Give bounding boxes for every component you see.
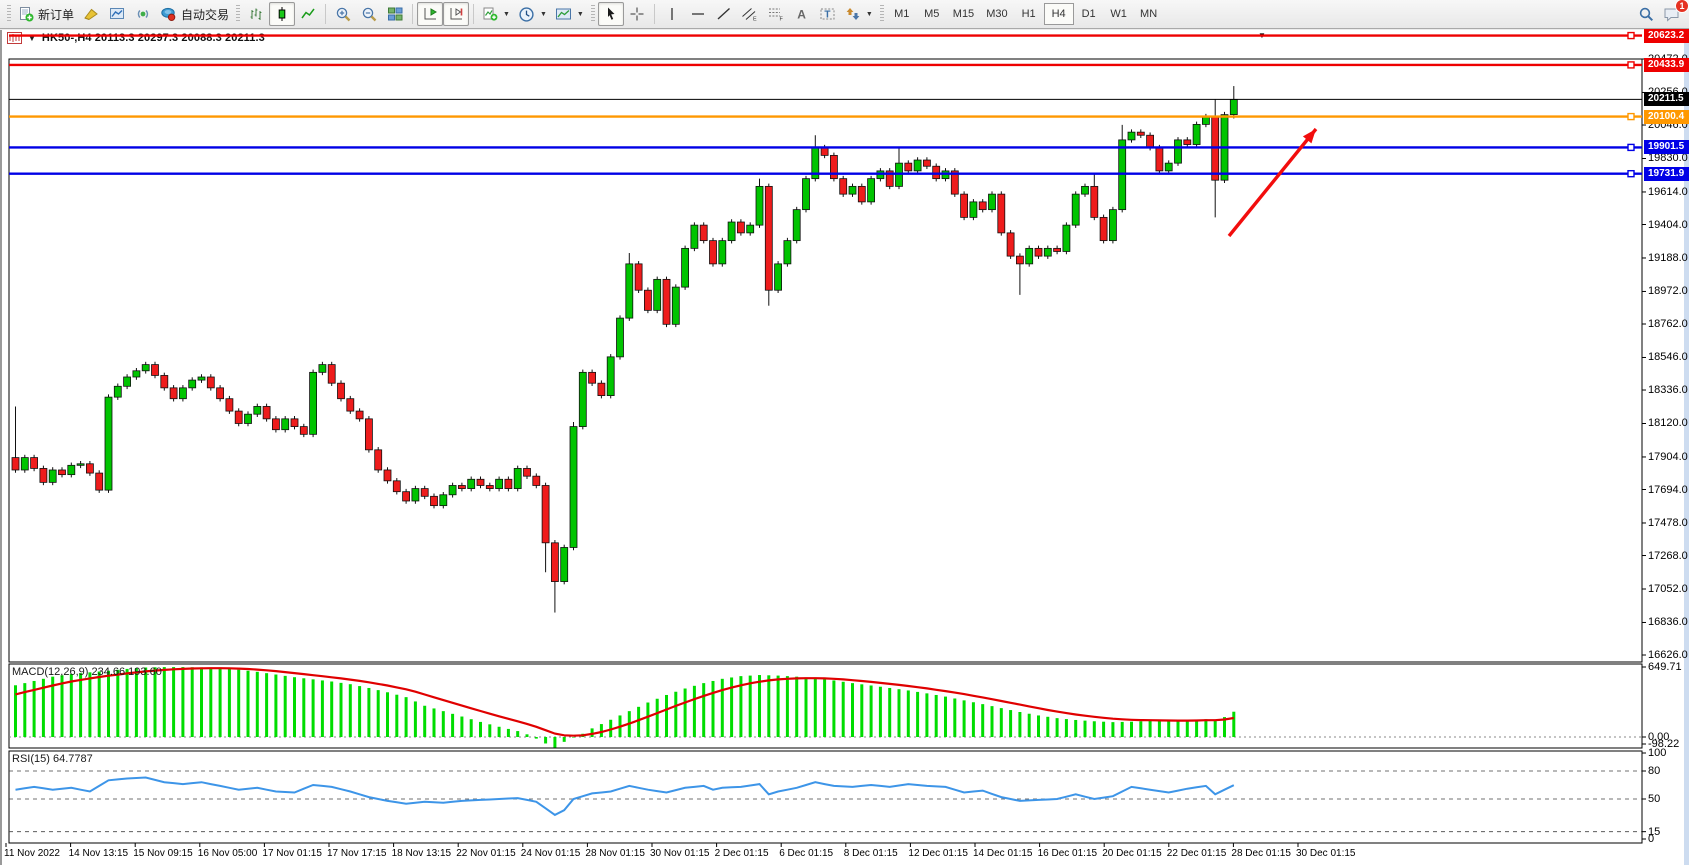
main-toolbar: 新订单 自动交易 ▼ ▼ — [0, 0, 1689, 29]
clock-icon — [519, 6, 534, 22]
arrows-icon — [846, 8, 860, 20]
svg-text:T: T — [825, 10, 831, 21]
dropdown-arrow-icon: ▼ — [865, 10, 873, 18]
window-edge-strip — [1684, 30, 1689, 865]
indicators-button[interactable]: ▼ — [478, 2, 514, 26]
svg-text:E: E — [753, 17, 757, 23]
tile-windows-icon — [388, 7, 403, 21]
periods-button[interactable]: ▼ — [514, 2, 551, 26]
toolbar-separator — [653, 4, 655, 24]
timeframe-M5[interactable]: M5 — [924, 8, 940, 20]
dropdown-arrow-icon: ▼ — [503, 10, 510, 18]
fibonacci-icon: F — [769, 8, 784, 23]
cursor-icon — [607, 7, 615, 20]
chat-button[interactable]: 1 — [1659, 0, 1689, 26]
new-order-button[interactable]: 新订单 — [14, 2, 78, 26]
chart-canvas[interactable]: ▼ HK50-,H4 20113.3 20297.3 20088.3 20211… — [0, 28, 1689, 865]
toolbar-separator — [412, 4, 414, 24]
autotrade-icon — [161, 7, 176, 22]
timeframe-M15[interactable]: M15 — [952, 8, 975, 20]
timeframe-W1[interactable]: W1 — [1110, 8, 1127, 20]
hline-tool-button[interactable] — [685, 2, 711, 26]
chart-window-icon — [110, 8, 125, 19]
search-icon — [1639, 7, 1653, 21]
auto-scroll-button[interactable] — [417, 2, 444, 26]
timeframe-bar: M1 M5 M15 M30 H1 H4 D1 W1 MN — [887, 3, 1164, 25]
highlight-tool-button[interactable] — [78, 2, 104, 26]
chart-shift-button[interactable] — [443, 2, 470, 26]
zoom-in-icon — [336, 7, 350, 21]
trendline-icon — [717, 7, 730, 20]
channel-tool-button[interactable]: E — [737, 2, 763, 26]
toolbar-grip[interactable] — [236, 5, 241, 23]
timeframe-H4[interactable]: H4 — [1043, 3, 1074, 25]
horizontal-line-icon — [691, 13, 704, 15]
vertical-line-icon — [671, 8, 673, 20]
line-chart-icon — [301, 8, 315, 19]
timeframe-M30[interactable]: M30 — [986, 8, 1008, 20]
crayon-icon — [84, 8, 98, 21]
autotrade-label: 自动交易 — [181, 7, 230, 22]
new-order-label: 新订单 — [38, 7, 75, 22]
chart-window-button[interactable] — [104, 2, 130, 26]
toolbar-separator — [473, 4, 475, 24]
dropdown-arrow-icon: ▼ — [576, 10, 584, 18]
chart-symbol-icon — [7, 32, 22, 44]
toolbar-grip[interactable] — [7, 5, 11, 23]
candlestick-chart-button[interactable] — [269, 2, 296, 26]
toolbar-grip[interactable] — [590, 5, 595, 23]
zoom-out-button[interactable] — [356, 2, 382, 26]
new-order-icon — [20, 7, 34, 22]
candlestick-icon — [278, 7, 286, 21]
text-tool-button[interactable]: A — [789, 2, 815, 26]
templates-button[interactable]: ▼ — [551, 2, 588, 26]
signal-icon — [137, 10, 149, 18]
cursor-tool-button[interactable] — [597, 2, 624, 26]
autotrade-button[interactable]: 自动交易 — [156, 2, 233, 26]
zoom-out-icon — [362, 7, 376, 21]
trendline-tool-button[interactable] — [711, 2, 737, 26]
timeframe-M1[interactable]: M1 — [894, 8, 910, 20]
chart-title: HK50-,H4 20113.3 20297.3 20088.3 20211.3 — [41, 32, 265, 44]
template-icon — [555, 8, 571, 20]
bar-chart-icon — [250, 8, 262, 20]
crosshair-icon — [630, 7, 644, 21]
text-label-icon: T — [820, 8, 835, 21]
svg-text:A: A — [798, 8, 807, 22]
vline-tool-button[interactable] — [659, 2, 685, 26]
crosshair-tool-button[interactable] — [624, 2, 650, 26]
arrows-tool-button[interactable]: ▼ — [841, 2, 877, 26]
text-icon: A — [798, 8, 807, 22]
fibonacci-tool-button[interactable]: F — [763, 2, 789, 26]
toolbar-separator — [325, 4, 327, 24]
chat-unread-badge: 1 — [1675, 0, 1689, 13]
text-label-tool-button[interactable]: T — [815, 2, 841, 26]
svg-text:F: F — [780, 17, 784, 23]
zoom-in-button[interactable] — [330, 2, 356, 26]
toolbar-grip[interactable] — [879, 5, 884, 23]
expand-arrow-icon: ▼ — [28, 33, 36, 43]
signals-button[interactable] — [130, 2, 156, 26]
indicators-icon — [483, 7, 498, 21]
timeframe-D1[interactable]: D1 — [1081, 8, 1096, 20]
timeframe-H1[interactable]: H1 — [1021, 8, 1036, 20]
chart-shift-icon — [450, 8, 463, 20]
equidistant-channel-icon: E — [742, 8, 757, 23]
auto-scroll-icon — [424, 8, 438, 20]
chart-title-row: ▼ HK50-,H4 20113.3 20297.3 20088.3 20211… — [7, 32, 265, 44]
tile-windows-button[interactable] — [382, 2, 408, 26]
search-button[interactable] — [1633, 2, 1659, 26]
bar-chart-button[interactable] — [243, 2, 269, 26]
line-chart-button[interactable] — [295, 2, 321, 26]
timeframe-MN[interactable]: MN — [1140, 8, 1158, 20]
dropdown-arrow-icon: ▼ — [539, 10, 547, 18]
